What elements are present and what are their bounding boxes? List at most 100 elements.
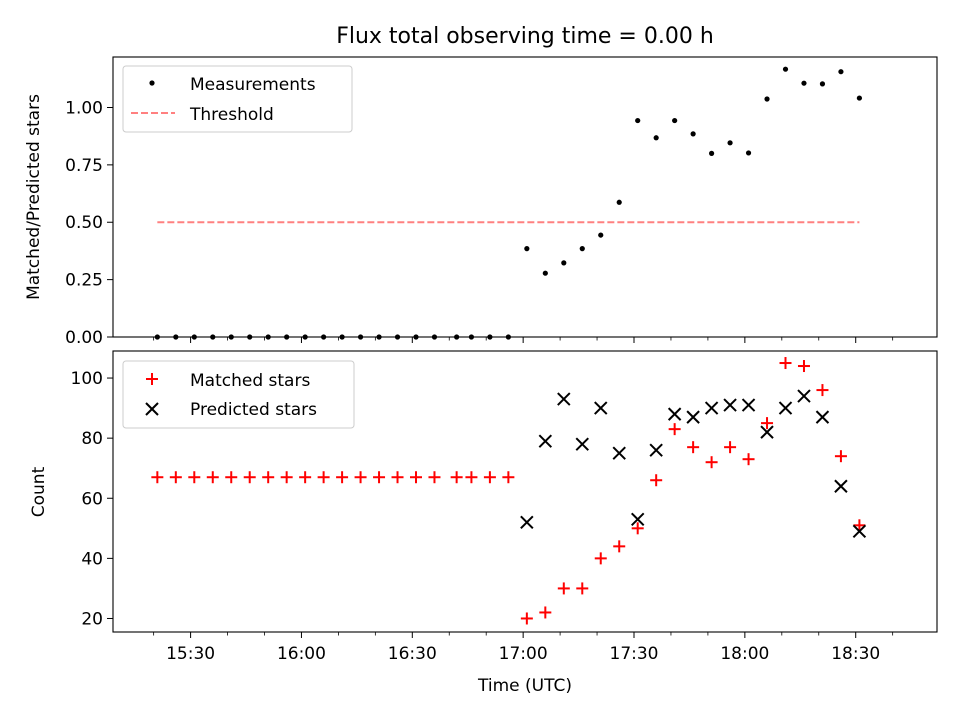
measurement-point <box>745 150 752 156</box>
matched-stars-point <box>631 522 644 535</box>
matched-stars-point <box>834 450 847 463</box>
y-tick-label: 20 <box>81 609 103 629</box>
predicted-stars-point <box>557 392 571 406</box>
measurement-point <box>191 334 197 340</box>
matched-stars-point <box>428 471 441 484</box>
measurement-point <box>561 260 567 266</box>
matched-stars-point <box>465 471 478 484</box>
x-tick-label: 17:00 <box>499 644 548 664</box>
x-tick-label: 16:00 <box>277 644 326 664</box>
ratio-legend-box <box>122 65 353 133</box>
x-tick-label: 18:30 <box>831 644 880 664</box>
measurement-point <box>505 334 511 340</box>
matched-stars-point <box>650 474 663 487</box>
matched-stars-point <box>299 471 312 484</box>
measurement-point <box>672 117 678 124</box>
matched-stars-point <box>391 471 404 484</box>
count-axes-frame <box>112 350 938 633</box>
threshold-legend-label: Threshold <box>189 105 274 125</box>
measurement-point <box>454 334 460 340</box>
y-tick-label: 0.00 <box>65 328 103 348</box>
predicted-stars-point <box>778 401 793 415</box>
matched-stars-point <box>502 471 515 484</box>
matched-stars-point <box>613 540 626 553</box>
predicted-legend-label: Predicted stars <box>190 400 317 420</box>
measurement-point <box>598 232 604 238</box>
predicted-stars-point <box>538 434 553 448</box>
matched-stars-point <box>742 453 755 466</box>
measurement-point <box>413 334 419 340</box>
predicted-stars-point <box>520 515 534 530</box>
y-tick-label: 0.25 <box>65 271 103 291</box>
matched-stars-point <box>816 384 829 397</box>
matched-stars-point <box>188 471 201 484</box>
matched-legend-marker <box>146 373 158 385</box>
matched-stars-point <box>206 471 219 484</box>
matched-stars-point <box>594 552 607 565</box>
measurement-point <box>228 334 234 340</box>
measurement-point <box>210 334 216 340</box>
ratio-legend: Measurements Threshold <box>122 65 353 133</box>
y-tick-label: 100 <box>71 369 103 389</box>
count-y-axis-label: Count <box>29 466 49 517</box>
measurement-point <box>173 334 179 340</box>
matched-stars-point <box>262 471 275 484</box>
ratio-ticks: 0.00 0.25 0.50 0.75 1.00 <box>65 98 894 348</box>
count-ticks: 20 40 60 80 100 15:30 16:00 16:30 17:00 17:30 18:0… <box>71 369 894 664</box>
matched-stars-point <box>668 423 681 436</box>
predicted-legend-marker <box>145 402 159 416</box>
matched-stars-point <box>409 471 422 484</box>
matched-stars-point <box>450 471 463 484</box>
predicted-stars-point <box>723 398 737 412</box>
matched-stars-point <box>576 582 589 595</box>
predicted-stars-point <box>815 410 830 424</box>
count-data <box>151 357 867 625</box>
matched-stars-point <box>280 471 293 484</box>
matched-stars-point <box>539 606 552 619</box>
x-tick-label: 15:30 <box>166 644 215 664</box>
measurement-point <box>542 270 548 276</box>
matched-stars-point <box>336 471 349 484</box>
predicted-stars-point <box>686 410 700 424</box>
matched-stars-point <box>317 471 330 484</box>
measurement-point <box>690 131 696 137</box>
y-tick-label: 80 <box>81 429 103 449</box>
matched-stars-point <box>483 471 496 484</box>
measurement-point <box>635 117 641 124</box>
measurement-point <box>357 334 364 340</box>
measurement-point <box>764 96 770 102</box>
matched-stars-point <box>705 456 718 469</box>
y-tick-label: 1.00 <box>65 98 103 118</box>
predicted-stars-point <box>667 407 682 421</box>
measurement-point <box>321 334 327 340</box>
measurement-point <box>376 334 382 340</box>
measurement-point <box>524 246 530 252</box>
measurement-point <box>579 246 585 252</box>
measurement-point <box>394 334 401 340</box>
measurements-legend-label: Measurements <box>190 75 316 95</box>
measurements-legend-marker <box>149 80 155 86</box>
predicted-stars-point <box>575 437 589 451</box>
measurement-point <box>838 69 844 75</box>
measurement-point <box>339 334 345 340</box>
y-tick-label: 0.50 <box>65 213 103 233</box>
y-tick-label: 0.75 <box>65 156 103 176</box>
predicted-stars-point <box>741 398 756 412</box>
ratio-axes-frame <box>112 56 938 338</box>
predicted-stars-point <box>760 425 774 439</box>
measurement-point <box>653 135 659 141</box>
measurement-point <box>247 334 253 340</box>
measurement-point <box>709 150 715 156</box>
measurement-point <box>801 80 807 86</box>
predicted-stars-point <box>797 389 811 403</box>
predicted-stars-point <box>852 524 867 539</box>
measurement-point <box>302 334 308 340</box>
matched-stars-point <box>520 612 533 625</box>
count-legend-box <box>122 360 355 429</box>
matched-stars-point <box>724 441 737 454</box>
matched-stars-point <box>373 471 386 484</box>
matched-legend-label: Matched stars <box>190 371 310 391</box>
x-axis-label: Time (UTC) <box>477 676 572 696</box>
matched-stars-point <box>797 360 810 373</box>
